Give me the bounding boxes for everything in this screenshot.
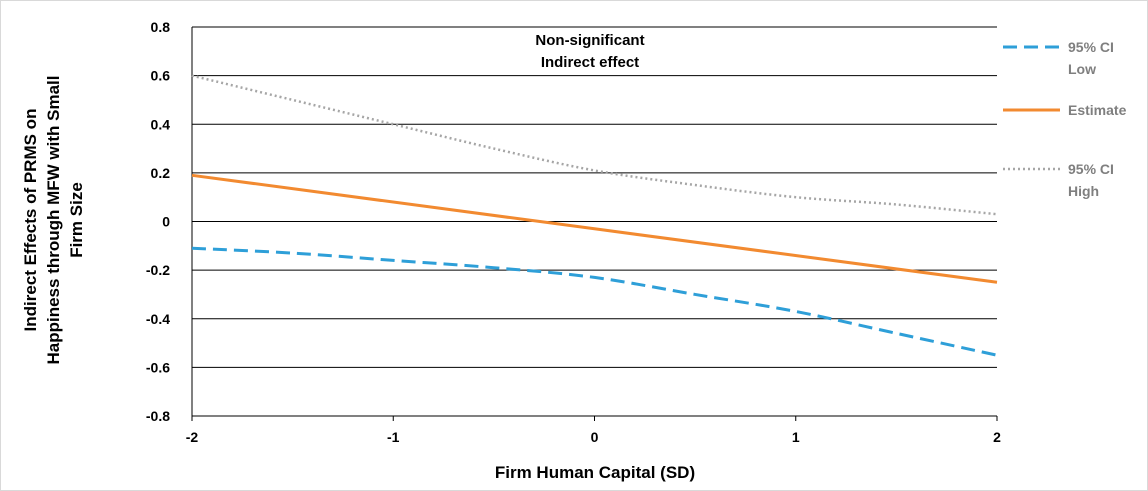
annotation-text: Non-significant	[535, 32, 644, 49]
legend-label-1: 95% CI	[1068, 39, 1114, 55]
y-tick-label: 0.8	[151, 19, 171, 35]
series-line-1	[191, 246, 998, 357]
x-axis-title: Firm Human Capital (SD)	[495, 463, 695, 482]
axis-titles: Non-significant Indirect effect Firm Human…	[21, 32, 695, 482]
y-axis-title-line: Firm Size	[67, 182, 86, 258]
y-tick-label: 0	[162, 214, 170, 230]
y-axis-title: Indirect Effects of PRMS on Happiness thr…	[21, 76, 86, 365]
y-tick-label: -0.4	[146, 311, 170, 327]
legend: 95% CI Low Estimate 95% CI High	[1003, 39, 1127, 199]
legend-label-3: 95% CI	[1068, 161, 1114, 177]
grid-lines	[192, 26, 997, 368]
y-axis-title-line: Indirect Effects of PRMS on	[21, 109, 40, 332]
annotation-text: Indirect effect	[541, 54, 639, 71]
tick-labels: 0.8 0.6 0.4 0.2 0 -0.2 -0.4 -0.6 -0.8 -2 -1 0 1 2	[146, 19, 1001, 445]
y-tick-label: 0.4	[151, 116, 171, 132]
y-tick-label: -0.8	[146, 408, 170, 424]
y-tick-label: 0.2	[151, 165, 171, 181]
legend-label-2: Estimate	[1068, 102, 1127, 118]
legend-label-1: Low	[1068, 61, 1096, 77]
series-lines	[191, 74, 998, 357]
axes	[191, 27, 998, 421]
x-tick-label: -2	[186, 429, 199, 445]
x-tick-label: 2	[993, 429, 1001, 445]
x-tick-label: 1	[792, 429, 800, 445]
legend-label-3: High	[1068, 183, 1099, 199]
y-axis-title-line: Happiness through MFW with Small	[44, 76, 63, 365]
y-tick-label: -0.2	[146, 262, 170, 278]
x-tick-label: 0	[591, 429, 599, 445]
series-line-2	[191, 173, 998, 284]
y-tick-label: -0.6	[146, 359, 170, 375]
series-line-3	[191, 74, 998, 216]
y-tick-label: 0.6	[151, 68, 171, 84]
x-tick-label: -1	[387, 429, 400, 445]
